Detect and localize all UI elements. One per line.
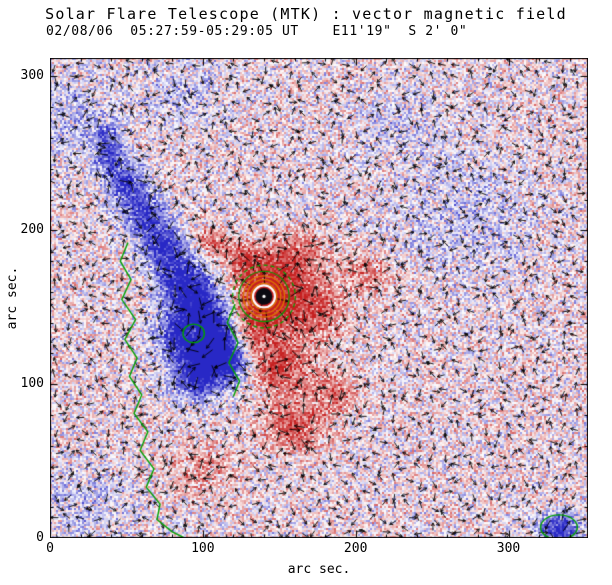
chart-subtitle: 02/08/06 05:27:59-05:29:05 UT E11'19" S …	[46, 24, 468, 39]
x-tick-label: 100	[191, 541, 215, 556]
x-tick-label: 0	[46, 541, 54, 556]
y-tick-label: 200	[20, 222, 44, 238]
y-axis-label: arc sec.	[5, 266, 20, 330]
y-tick-label: 100	[20, 376, 44, 392]
y-tick-label: 300	[20, 68, 44, 84]
x-tick-label: 200	[343, 541, 368, 556]
y-tick-label: 0	[36, 530, 44, 545]
x-axis-label: arc sec.	[287, 562, 351, 577]
chart-title: Solar Flare Telescope (MTK) : vector mag…	[45, 5, 567, 23]
magnetogram-plot-canvas	[50, 58, 588, 538]
x-tick-label: 300	[496, 541, 521, 556]
